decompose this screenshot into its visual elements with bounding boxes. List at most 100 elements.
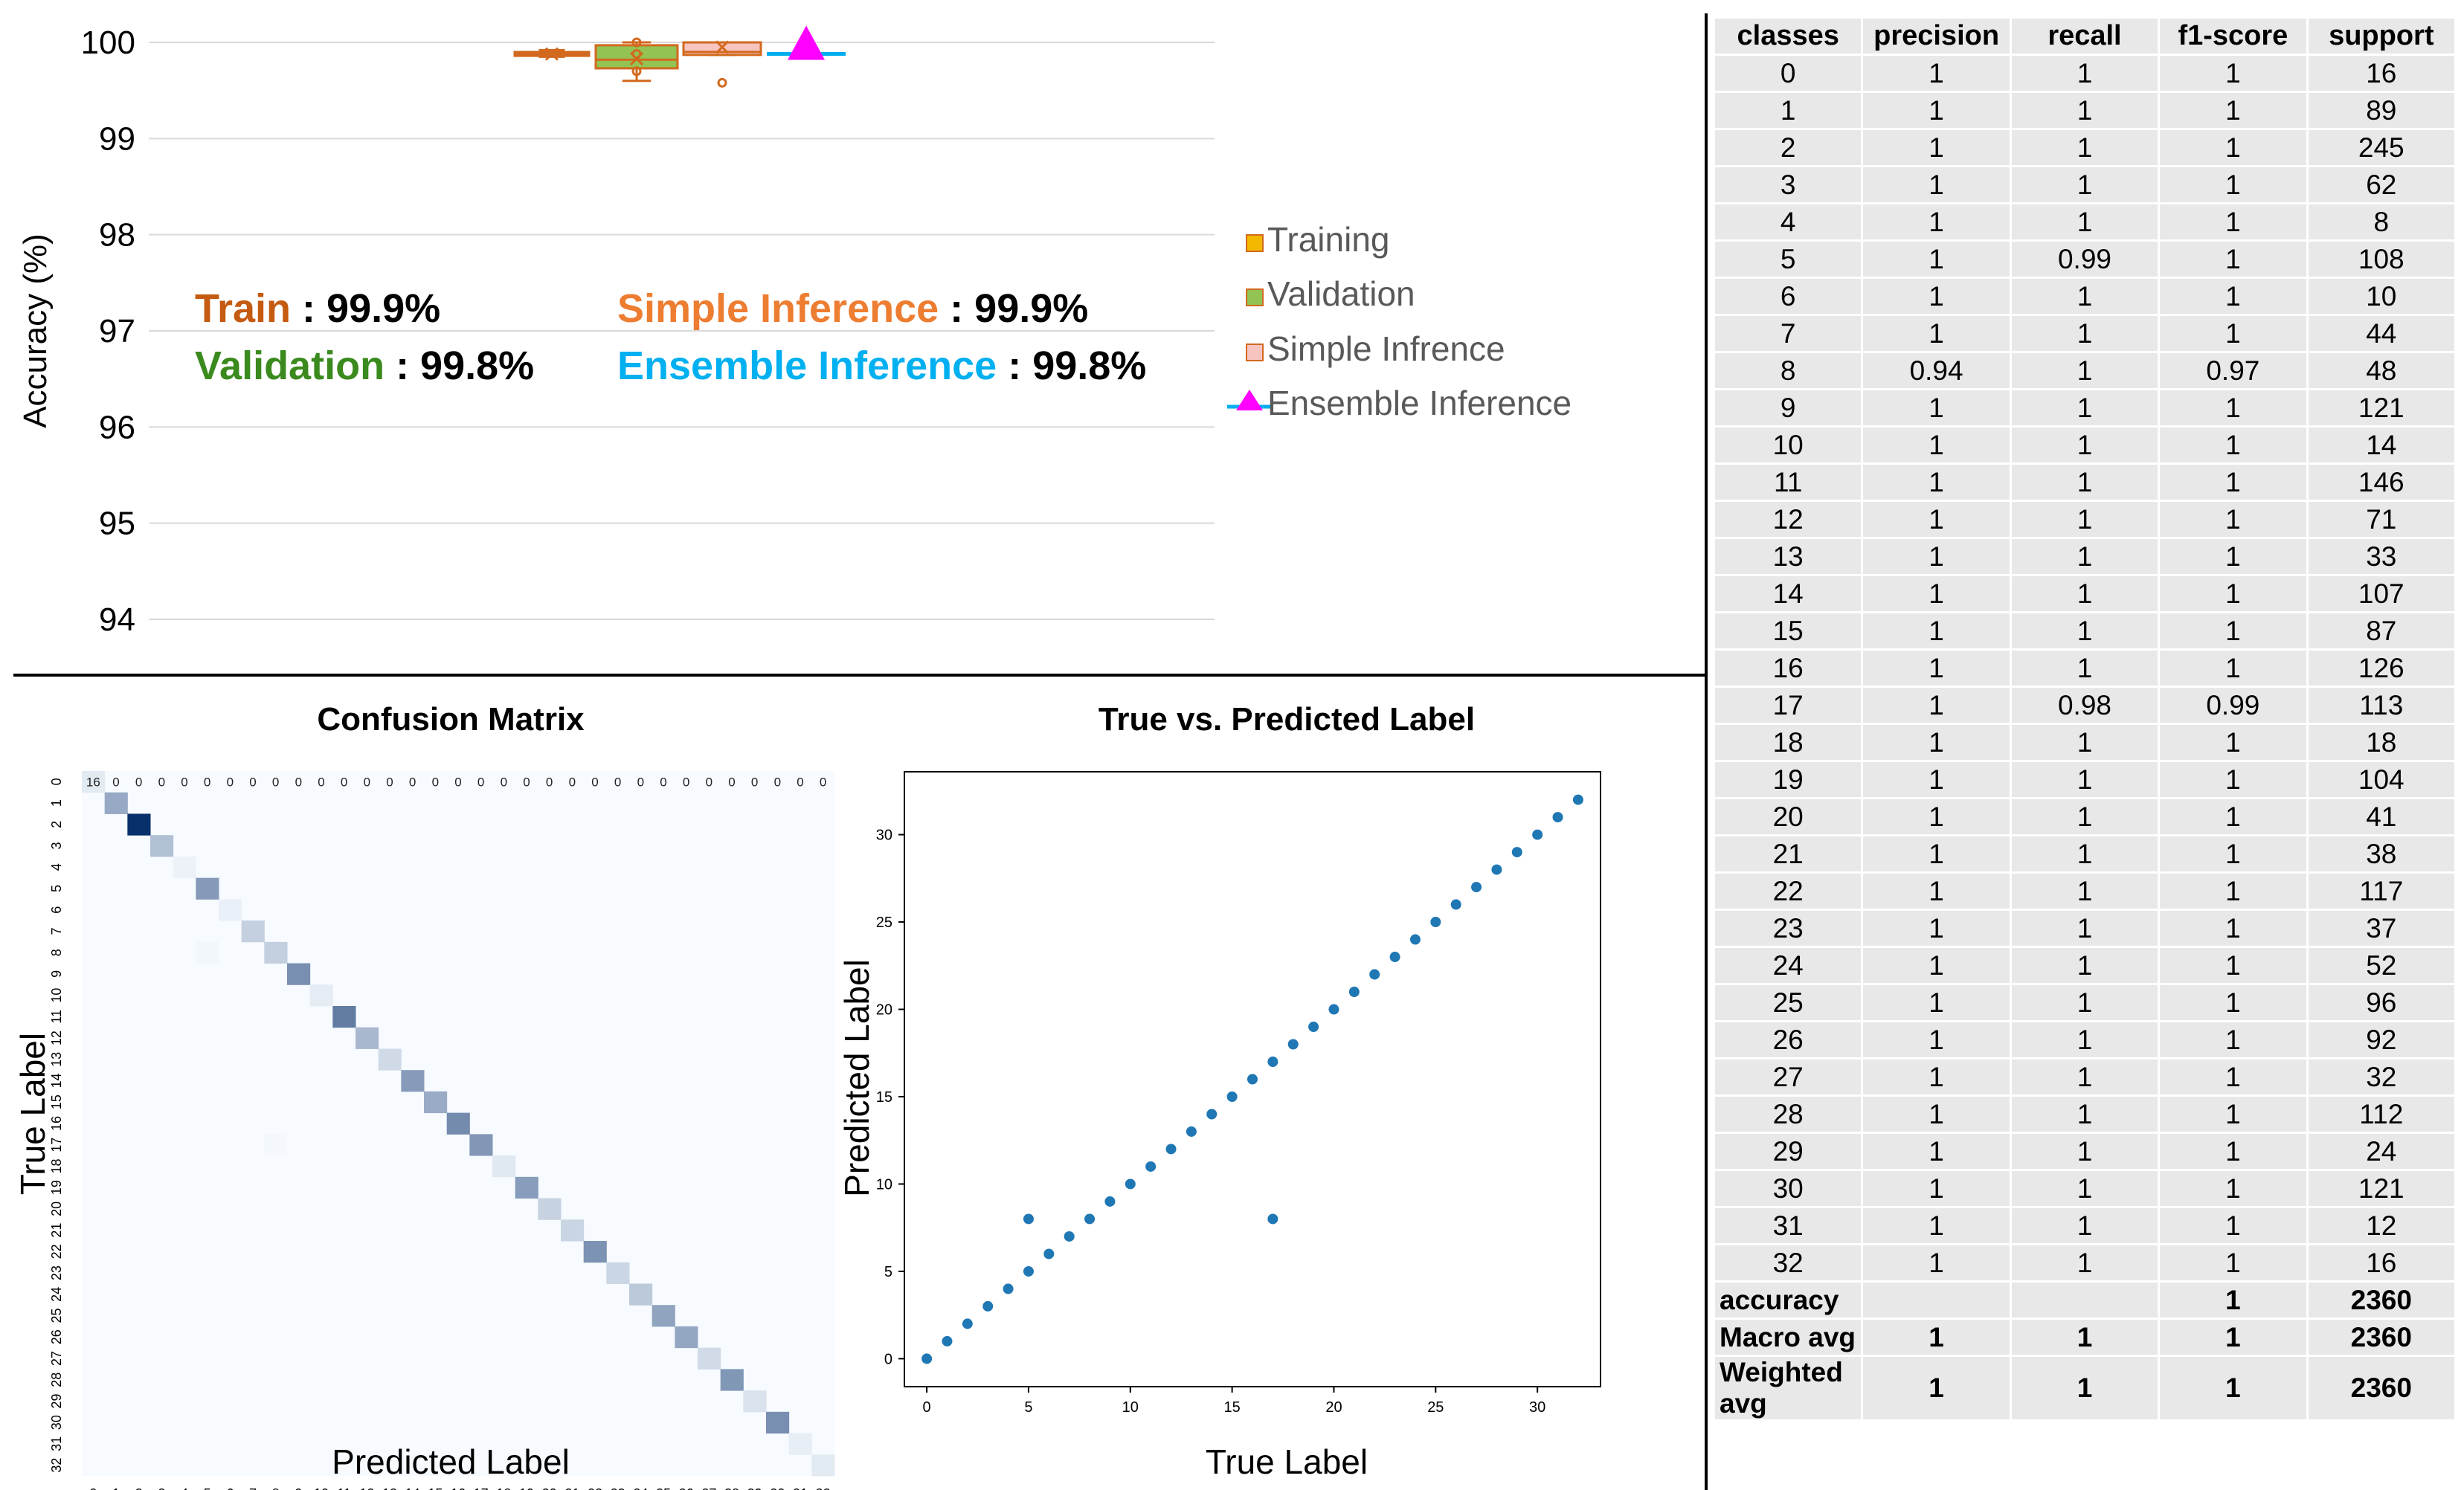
heatmap-value-label: 0 [660, 775, 666, 789]
table-cell: 1 [1861, 462, 2012, 502]
x-tick-label: 13 [382, 1486, 397, 1490]
table-cell: 1 [1861, 686, 2012, 725]
x-tick-label: 29 [747, 1486, 762, 1490]
table-cell: Weighted avg [1712, 1355, 1864, 1422]
table-cell: 1 [2158, 1206, 2309, 1245]
table-cell: 19 [1712, 760, 1864, 799]
summary-row: Weighted avg 1 1 1 2360 [1712, 1355, 2457, 1422]
summary-row: Macro avg 1 1 1 2360 [1712, 1318, 2457, 1357]
heatmap-cell [698, 1347, 721, 1370]
x-tick-label: 32 [816, 1486, 831, 1490]
y-tick-label: 25 [49, 1309, 64, 1323]
table-cell: 0.99 [2009, 239, 2161, 279]
heatmap-cell [150, 835, 174, 857]
table-cell: 38 [2306, 834, 2457, 874]
table-cell: 113 [2306, 686, 2457, 725]
x-tick-label: 19 [519, 1486, 534, 1490]
table-cell: 1 [1861, 425, 2012, 465]
table-cell: 108 [2306, 239, 2457, 279]
scatter-point [1145, 1161, 1157, 1172]
heatmap-cell [196, 877, 219, 900]
y-tick-label: 16 [49, 1116, 64, 1131]
chart-title: Confusion Matrix [317, 701, 585, 738]
table-cell: 15 [1712, 611, 1864, 651]
scatter-point [1369, 969, 1380, 980]
table-cell: 1 [2009, 797, 2161, 836]
table-cell: 14 [1712, 574, 1864, 613]
table-cell: 1 [1861, 723, 2012, 762]
y-tick-label: 12 [49, 1031, 64, 1045]
scatter-point [1104, 1196, 1116, 1207]
table-cell: 1 [1861, 946, 2012, 985]
horizontal-divider [13, 674, 1705, 677]
heatmap-cell [629, 1283, 653, 1306]
table-cell: 1 [2009, 760, 2161, 799]
table-cell: 1 [2009, 723, 2161, 762]
table-cell: 13 [1712, 537, 1864, 576]
vertical-divider [1705, 13, 1708, 1490]
box-outlier [631, 49, 642, 59]
table-cell: 1 [2158, 1057, 2309, 1097]
y-tick-label: 97 [99, 313, 135, 349]
heatmap-value-label: 0 [112, 775, 119, 789]
table-cell: 48 [2306, 351, 2457, 390]
table-cell: 8 [2306, 202, 2457, 242]
x-tick-label: 9 [295, 1486, 302, 1490]
table-row: 12 1 1 1 71 [1712, 500, 2457, 539]
x-tick-label: 0 [923, 1399, 931, 1416]
x-tick-label: 25 [656, 1486, 671, 1490]
table-cell: 1 [2009, 574, 2161, 613]
y-tick-label: 28 [49, 1373, 64, 1387]
table-cell: 10 [1712, 425, 1864, 465]
scatter-point [921, 1353, 933, 1364]
x-tick-label: 7 [249, 1486, 257, 1490]
table-row: 9 1 1 1 121 [1712, 388, 2457, 428]
table-cell: 28 [1712, 1094, 1864, 1134]
heatmap-value-label: 0 [341, 775, 347, 789]
table-cell: 0.97 [2158, 351, 2309, 390]
table-cell: 3 [1712, 165, 1864, 204]
y-tick-label: 27 [49, 1351, 64, 1366]
table-cell: 1 [1861, 1318, 2012, 1357]
y-axis-label: Predicted Label [840, 959, 876, 1197]
heatmap-cell [424, 1091, 448, 1114]
scatter-point [1572, 794, 1583, 805]
table-cell: 32 [1712, 1243, 1864, 1283]
scatter-point [1003, 1283, 1014, 1294]
table-cell: 1 [2009, 54, 2161, 93]
table-cell: 1 [2009, 425, 2161, 465]
table-row: 20 1 1 1 41 [1712, 797, 2457, 836]
table-row: 1 1 1 1 89 [1712, 91, 2457, 130]
table-cell: 2360 [2306, 1355, 2457, 1422]
heatmap-value-label: 0 [272, 775, 279, 789]
x-tick-label: 17 [474, 1486, 489, 1490]
table-cell: 16 [2306, 54, 2457, 93]
chart-title: True vs. Predicted Label [1098, 701, 1475, 738]
box-outlier [717, 77, 727, 88]
summary-row: accuracy 1 2360 [1712, 1280, 2457, 1320]
scatter-point [1532, 829, 1543, 840]
table-cell: 41 [2306, 797, 2457, 836]
table-cell: 6 [1712, 277, 1864, 316]
heatmap-cell [561, 1219, 585, 1242]
x-tick-label: 16 [451, 1486, 466, 1490]
x-tick-label: 5 [1024, 1399, 1032, 1416]
heatmap-cell [219, 899, 242, 921]
x-tick-label: 20 [1325, 1399, 1342, 1416]
column-header: precision [1861, 16, 2012, 56]
table-cell: 1 [2009, 946, 2161, 985]
x-tick-label: 15 [1224, 1399, 1241, 1416]
table-cell: 9 [1712, 388, 1864, 428]
table-cell: 1 [2158, 611, 2309, 651]
table-cell: 1 [2158, 1243, 2309, 1283]
scatter-point [1064, 1231, 1075, 1242]
heatmap-value-label: 0 [774, 775, 781, 789]
x-tick-label: 10 [1122, 1399, 1139, 1416]
y-tick-label: 5 [49, 885, 64, 892]
table-cell: 1 [2158, 723, 2309, 762]
heatmap-cell [82, 771, 106, 793]
table-cell: 1 [1861, 1057, 2012, 1097]
table-cell: 31 [1712, 1206, 1864, 1245]
legend-swatch [1246, 288, 1264, 306]
